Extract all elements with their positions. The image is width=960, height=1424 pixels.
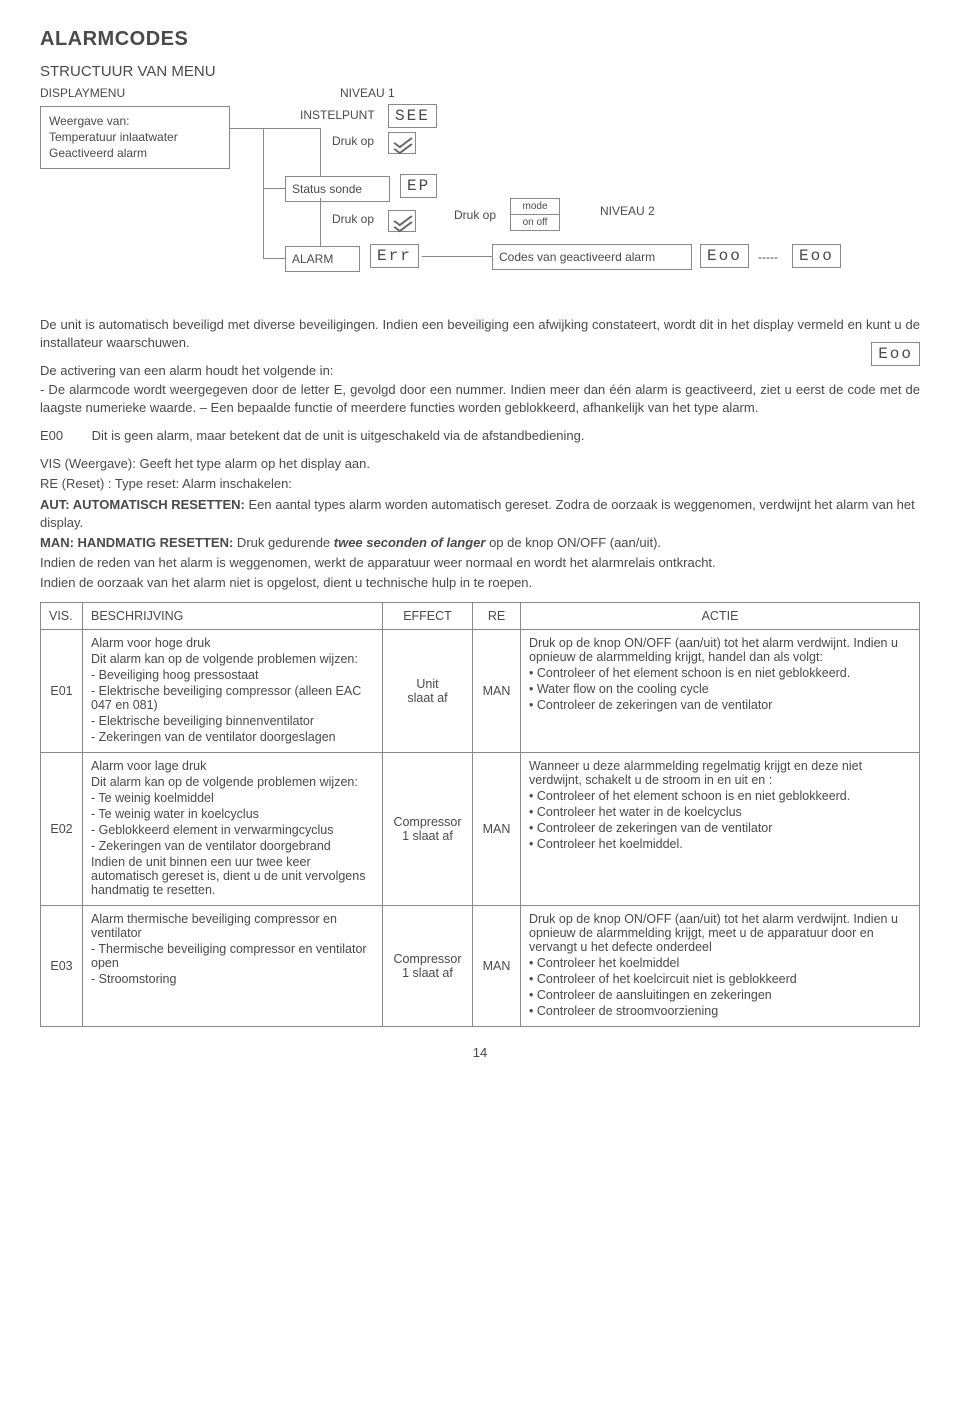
- cell-actie: Wanneer u deze alarmmelding regelmatig k…: [521, 753, 920, 906]
- aut-bold: AUT: AUTOMATISCH RESETTEN:: [40, 497, 245, 512]
- alarm-box: ALARM: [285, 246, 360, 272]
- table-row: E01Alarm voor hoge drukDit alarm kan op …: [41, 630, 920, 753]
- man-line2: Indien de reden van het alarm is weggeno…: [40, 554, 920, 572]
- cell-re: MAN: [473, 630, 521, 753]
- niveau1-label: NIVEAU 1: [340, 86, 395, 100]
- man-text2: op de knop ON/OFF (aan/uit).: [485, 535, 661, 550]
- th-vis: VIS.: [41, 603, 83, 630]
- niveau2-label: NIVEAU 2: [600, 204, 655, 218]
- man-bold: MAN: HANDMATIG RESETTEN:: [40, 535, 233, 550]
- cell-re: MAN: [473, 906, 521, 1027]
- seg-err: Err: [370, 244, 419, 268]
- display-box-l3: Geactiveerd alarm: [49, 145, 221, 161]
- cell-vis: E01: [41, 630, 83, 753]
- alarm-codes-table: VIS. BESCHRIJVING EFFECT RE ACTIE E01Ala…: [40, 602, 920, 1027]
- th-actie: ACTIE: [521, 603, 920, 630]
- seg-eoo-2: Eoo: [792, 244, 841, 268]
- vis-line: VIS (Weergave): Geeft het type alarm op …: [40, 455, 920, 473]
- man-line3: Indien de oorzaak van het alarm niet is …: [40, 574, 920, 592]
- chevron-down-icon: [388, 132, 416, 154]
- page-title: ALARMCODES: [40, 28, 920, 51]
- mode-label: mode: [511, 199, 559, 215]
- man-em: twee seconden of langer: [334, 535, 486, 550]
- druk-op-3: Druk op: [454, 208, 496, 222]
- aut-line: AUT: AUTOMATISCH RESETTEN: Een aantal ty…: [40, 496, 920, 532]
- th-re: RE: [473, 603, 521, 630]
- intro-para-3: - De alarmcode wordt weergegeven door de…: [40, 381, 920, 417]
- e00-code: E00: [40, 427, 88, 445]
- chevron-down-icon-2: [388, 210, 416, 232]
- display-box: Weergave van: Temperatuur inlaatwater Ge…: [40, 106, 230, 169]
- e00-text: Dit is geen alarm, maar betekent dat de …: [92, 428, 585, 443]
- displaymenu-label: DISPLAYMENU: [40, 86, 125, 100]
- cell-effect: Compressor1 slaat af: [383, 753, 473, 906]
- cell-actie: Druk op de knop ON/OFF (aan/uit) tot het…: [521, 906, 920, 1027]
- dashes: -----: [758, 250, 778, 264]
- cell-vis: E02: [41, 753, 83, 906]
- table-header-row: VIS. BESCHRIJVING EFFECT RE ACTIE: [41, 603, 920, 630]
- cell-beschrijving: Alarm voor hoge drukDit alarm kan op de …: [83, 630, 383, 753]
- cell-effect: Unitslaat af: [383, 630, 473, 753]
- cell-vis: E03: [41, 906, 83, 1027]
- menu-flow-diagram: DISPLAYMENU NIVEAU 1 Weergave van: Tempe…: [40, 86, 920, 306]
- onoff-label: on off: [511, 215, 559, 230]
- seg-eoo-side: Eoo: [871, 342, 920, 366]
- cell-actie: Druk op de knop ON/OFF (aan/uit) tot het…: [521, 630, 920, 753]
- man-line: MAN: HANDMATIG RESETTEN: Druk gedurende …: [40, 534, 920, 552]
- subtitle: STRUCTUUR VAN MENU: [40, 63, 920, 80]
- druk-op-2: Druk op: [332, 212, 374, 226]
- cell-effect: Compressor1 slaat af: [383, 906, 473, 1027]
- page-number: 14: [40, 1045, 920, 1060]
- cell-beschrijving: Alarm voor lage drukDit alarm kan op de …: [83, 753, 383, 906]
- seg-set: SEE: [388, 104, 437, 128]
- intro-para-2: De activering van een alarm houdt het vo…: [40, 362, 920, 380]
- codes-box: Codes van geactiveerd alarm: [492, 244, 692, 270]
- druk-op-1: Druk op: [332, 134, 374, 148]
- cell-beschrijving: Alarm thermische beveiliging compressor …: [83, 906, 383, 1027]
- intro-para-1: De unit is automatisch beveiligd met div…: [40, 316, 920, 352]
- display-box-l1: Weergave van:: [49, 113, 221, 129]
- display-box-l2: Temperatuur inlaatwater: [49, 129, 221, 145]
- e00-line: E00 Dit is geen alarm, maar betekent dat…: [40, 427, 920, 445]
- instelpunt-label: INSTELPUNT: [300, 108, 375, 122]
- status-sonde-box: Status sonde: [285, 176, 390, 202]
- table-row: E02Alarm voor lage drukDit alarm kan op …: [41, 753, 920, 906]
- seg-ep: EP: [400, 174, 437, 198]
- seg-eoo-1: Eoo: [700, 244, 749, 268]
- reset-section: VIS (Weergave): Geeft het type alarm op …: [40, 455, 920, 592]
- th-besch: BESCHRIJVING: [83, 603, 383, 630]
- re-line: RE (Reset) : Type reset: Alarm inschakel…: [40, 475, 920, 493]
- table-row: E03Alarm thermische beveiliging compress…: [41, 906, 920, 1027]
- cell-re: MAN: [473, 753, 521, 906]
- man-text: Druk gedurende: [233, 535, 333, 550]
- mode-onoff-box: mode on off: [510, 198, 560, 231]
- th-effect: EFFECT: [383, 603, 473, 630]
